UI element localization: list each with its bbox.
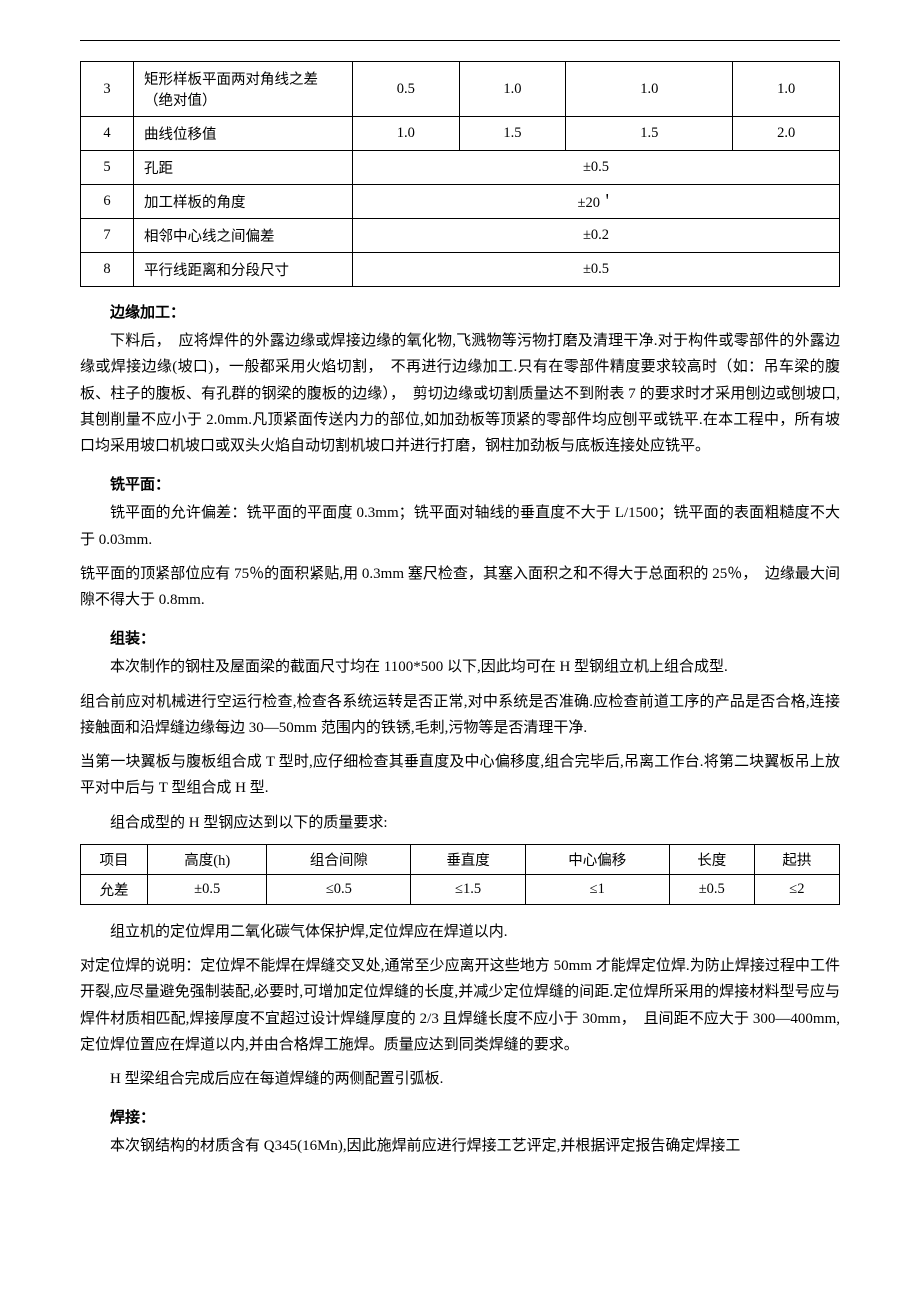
para-milling-1: 铣平面的允许偏差：铣平面的平面度 0.3mm；铣平面对轴线的垂直度不大于 L/1… bbox=[80, 500, 840, 553]
para-assembly-1: 本次制作的钢柱及屋面梁的截面尺寸均在 1100*500 以下,因此均可在 H 型… bbox=[80, 654, 840, 680]
section-title-assembly: 组装： bbox=[80, 627, 840, 648]
para-tack-2: 对定位焊的说明：定位焊不能焊在焊缝交叉处,通常至少应离开这些地方 50mm 才能… bbox=[80, 953, 840, 1058]
table-row: 允差±0.5≤0.5≤1.5≤1±0.5≤2 bbox=[81, 874, 840, 904]
section-title-edge: 边缘加工： bbox=[80, 301, 840, 322]
col-header: 项目 bbox=[81, 844, 148, 874]
row-index: 5 bbox=[81, 151, 134, 185]
cell-value: ≤2 bbox=[754, 874, 839, 904]
row-index: 8 bbox=[81, 253, 134, 287]
row-value: 1.0 bbox=[566, 62, 733, 117]
row-label: 曲线位移值 bbox=[134, 117, 353, 151]
row-value: ±0.5 bbox=[353, 151, 840, 185]
section-title-milling: 铣平面： bbox=[80, 473, 840, 494]
table-row: 6加工样板的角度±20＇ bbox=[81, 185, 840, 219]
cell-value: ≤0.5 bbox=[267, 874, 411, 904]
section-title-welding: 焊接： bbox=[80, 1106, 840, 1127]
row-index: 4 bbox=[81, 117, 134, 151]
para-milling-2: 铣平面的顶紧部位应有 75％的面积紧贴,用 0.3mm 塞尺检查，其塞入面积之和… bbox=[80, 561, 840, 614]
row-label: 相邻中心线之间偏差 bbox=[134, 219, 353, 253]
h-steel-quality-table: 项目高度(h)组合间隙垂直度中心偏移长度起拱 允差±0.5≤0.5≤1.5≤1±… bbox=[80, 844, 840, 905]
row-label: 孔距 bbox=[134, 151, 353, 185]
row-value: 1.5 bbox=[566, 117, 733, 151]
row-index: 3 bbox=[81, 62, 134, 117]
row-value: ±0.5 bbox=[353, 253, 840, 287]
tolerance-table-1: 3矩形样板平面两对角线之差（绝对值）0.51.01.01.04曲线位移值1.01… bbox=[80, 61, 840, 287]
row-value: ±0.2 bbox=[353, 219, 840, 253]
col-header: 高度(h) bbox=[148, 844, 267, 874]
cell-value: ±0.5 bbox=[669, 874, 754, 904]
col-header: 组合间隙 bbox=[267, 844, 411, 874]
para-assembly-3: 当第一块翼板与腹板组合成 T 型时,应仔细检查其垂直度及中心偏移度,组合完毕后,… bbox=[80, 749, 840, 802]
table-row: 8平行线距离和分段尺寸±0.5 bbox=[81, 253, 840, 287]
para-welding-1: 本次钢结构的材质含有 Q345(16Mn),因此施焊前应进行焊接工艺评定,并根据… bbox=[80, 1133, 840, 1159]
row-index: 6 bbox=[81, 185, 134, 219]
row-index: 7 bbox=[81, 219, 134, 253]
para-tack-1: 组立机的定位焊用二氧化碳气体保护焊,定位焊应在焊道以内. bbox=[80, 919, 840, 945]
table-row: 7相邻中心线之间偏差±0.2 bbox=[81, 219, 840, 253]
table-row: 项目高度(h)组合间隙垂直度中心偏移长度起拱 bbox=[81, 844, 840, 874]
para-tack-3: H 型梁组合完成后应在每道焊缝的两侧配置引弧板. bbox=[80, 1066, 840, 1092]
para-assembly-4: 组合成型的 H 型钢应达到以下的质量要求: bbox=[80, 810, 840, 836]
row-label: 矩形样板平面两对角线之差（绝对值） bbox=[134, 62, 353, 117]
col-header: 起拱 bbox=[754, 844, 839, 874]
row-value: 1.5 bbox=[459, 117, 566, 151]
para-assembly-2: 组合前应对机械进行空运行检查,检查各系统运转是否正常,对中系统是否准确.应检查前… bbox=[80, 689, 840, 742]
row-value: ±20＇ bbox=[353, 185, 840, 219]
table-row: 5孔距±0.5 bbox=[81, 151, 840, 185]
row-value: 2.0 bbox=[733, 117, 840, 151]
cell-value: 允差 bbox=[81, 874, 148, 904]
table-row: 4曲线位移值1.01.51.52.0 bbox=[81, 117, 840, 151]
para-edge-1: 下料后， 应将焊件的外露边缘或焊接边缘的氧化物,飞溅物等污物打磨及清理干净.对于… bbox=[80, 328, 840, 459]
cell-value: ±0.5 bbox=[148, 874, 267, 904]
col-header: 中心偏移 bbox=[525, 844, 669, 874]
cell-value: ≤1.5 bbox=[411, 874, 526, 904]
row-value: 1.0 bbox=[459, 62, 566, 117]
col-header: 长度 bbox=[669, 844, 754, 874]
row-value: 1.0 bbox=[353, 117, 460, 151]
cell-value: ≤1 bbox=[525, 874, 669, 904]
col-header: 垂直度 bbox=[411, 844, 526, 874]
row-value: 1.0 bbox=[733, 62, 840, 117]
row-label: 平行线距离和分段尺寸 bbox=[134, 253, 353, 287]
row-value: 0.5 bbox=[353, 62, 460, 117]
top-rule bbox=[80, 40, 840, 41]
table-row: 3矩形样板平面两对角线之差（绝对值）0.51.01.01.0 bbox=[81, 62, 840, 117]
row-label: 加工样板的角度 bbox=[134, 185, 353, 219]
